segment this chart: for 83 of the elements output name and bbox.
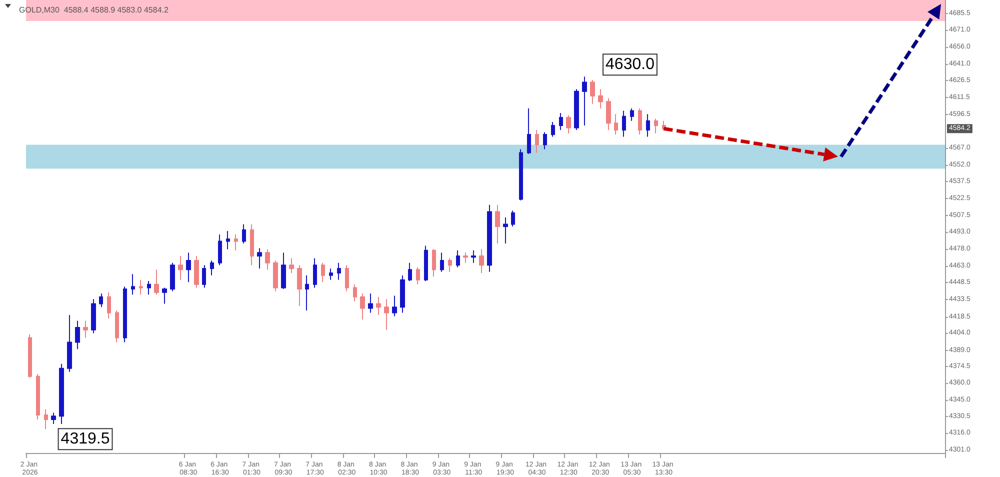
candlestick: [598, 88, 603, 109]
candlestick: [487, 204, 492, 272]
candlestick: [36, 374, 40, 420]
candlestick: [630, 108, 634, 122]
candlestick: [131, 274, 135, 296]
candlestick: [186, 252, 191, 283]
candlestick: [297, 264, 302, 306]
candlestick: [400, 274, 405, 314]
candlestick: [360, 292, 365, 320]
candlestick: [162, 287, 167, 304]
candlestick: [170, 262, 175, 292]
candlestick: [408, 262, 412, 282]
candlestick: [384, 298, 389, 330]
candlestick: [178, 256, 183, 280]
candlestick: [551, 122, 555, 138]
text: GOLD,M30 4588.4 4588.9 4583.0 4584.2: [19, 6, 169, 14]
annotation: 4630.0: [606, 56, 655, 74]
candlestick: [210, 260, 214, 276]
candlestick: [432, 248, 436, 277]
candlestick: [91, 298, 96, 334]
candlestick: [495, 204, 500, 244]
candlestick: [273, 260, 278, 292]
candlestick: [202, 264, 206, 288]
candlestick: [154, 269, 159, 296]
candlestick: [234, 234, 238, 251]
candlestick: [99, 292, 103, 308]
candlestick: [574, 88, 579, 130]
candlestick: [257, 248, 262, 270]
candlestick: [368, 292, 373, 314]
candlestick: [614, 114, 618, 136]
candlestick: [51, 412, 56, 425]
candlestick: [654, 118, 658, 134]
candlestick: [337, 262, 341, 280]
candlestick: [67, 314, 72, 372]
candlestick: [242, 224, 246, 244]
candlestick: [75, 320, 80, 350]
candlestick: [543, 132, 547, 150]
candlestick: [440, 252, 444, 272]
candlestick: [606, 98, 611, 130]
candlestick: [28, 334, 32, 378]
candlestick: [638, 108, 642, 136]
candlestick: [590, 80, 595, 104]
candlestick: [115, 310, 119, 343]
candlestick: [226, 230, 230, 250]
candlestick: [194, 256, 199, 288]
candlestick: [376, 296, 381, 316]
candlestick: [511, 210, 515, 227]
candlestick: [59, 363, 64, 425]
candlestick: [471, 250, 476, 264]
candlestick: [622, 110, 626, 138]
candlestick: [566, 114, 571, 134]
candlestick: [519, 148, 523, 201]
candlestick: [535, 129, 539, 154]
candlestick: [147, 280, 151, 296]
candlestick: [463, 252, 468, 264]
candlestick: [559, 112, 563, 130]
candlestick: [123, 286, 127, 343]
candlestick: [503, 216, 508, 244]
candlestick: [479, 248, 484, 274]
candlestick: [281, 252, 286, 290]
candlestick: [139, 279, 143, 296]
candlestick: [329, 268, 333, 280]
candlestick: [646, 114, 650, 138]
candlestick: [392, 295, 397, 317]
candlestick: [321, 262, 325, 283]
candlestick: [345, 264, 349, 292]
candlestick: [289, 258, 294, 274]
annotation: 4319.5: [60, 430, 110, 448]
candlestick: [416, 266, 420, 285]
candlestick: [527, 108, 531, 154]
candlestick: [582, 76, 587, 126]
candlestick: [448, 258, 452, 272]
candlestick: [424, 245, 428, 282]
candlestick: [305, 274, 309, 312]
candlestick: [218, 234, 222, 266]
candlestick: [107, 292, 111, 319]
candlestick: [83, 320, 88, 338]
candlestick: [44, 408, 48, 430]
candlestick: [265, 248, 270, 270]
candlestick: [313, 258, 317, 288]
candlestick: [456, 250, 460, 268]
candlestick: [250, 224, 254, 266]
candlestick: [353, 284, 357, 302]
